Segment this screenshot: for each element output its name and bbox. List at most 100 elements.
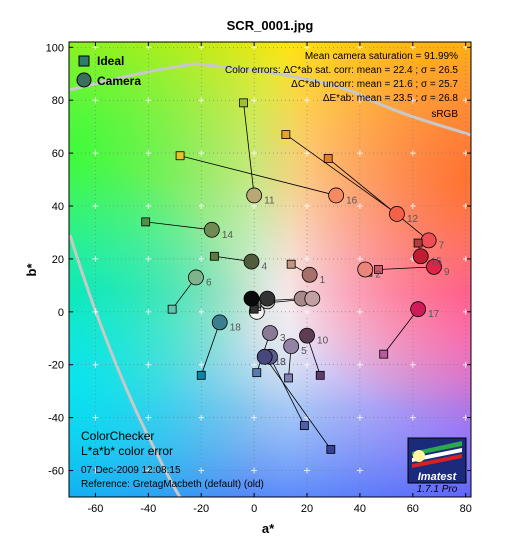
patch-label: 14 xyxy=(222,230,234,241)
ideal-marker xyxy=(167,304,177,314)
grid-plus-mark xyxy=(251,203,258,210)
patch-label: 15 xyxy=(431,256,443,267)
stat-delta-e: ΔE*ab: mean = 23.5 ; σ = 26.8 xyxy=(323,93,459,104)
y-tick-label: 20 xyxy=(52,254,64,266)
grid-plus-mark xyxy=(356,203,363,210)
camera-marker xyxy=(188,269,204,286)
camera-marker xyxy=(203,221,220,238)
camera-marker xyxy=(357,261,374,278)
grid-plus-mark xyxy=(356,308,363,315)
grid-plus-mark xyxy=(198,414,205,421)
grid-plus-mark xyxy=(304,97,311,104)
grid-plus-mark xyxy=(92,255,99,262)
patch-label: 9 xyxy=(444,267,450,278)
y-tick-label: 60 xyxy=(52,148,64,160)
grid-plus-mark xyxy=(304,467,311,474)
x-tick-label: 40 xyxy=(354,503,366,515)
patch-label: 10 xyxy=(317,336,329,347)
y-tick-label: -40 xyxy=(48,413,64,425)
grid-plus-mark xyxy=(145,308,152,315)
patch-label: 13 xyxy=(275,357,287,368)
logo-brand: Imatest xyxy=(418,471,458,483)
patch-label: 7 xyxy=(439,240,445,251)
x-tick-label: 60 xyxy=(407,503,419,515)
camera-marker xyxy=(259,290,276,307)
y-axis-label: b* xyxy=(24,263,39,277)
legend-ideal-label: Ideal xyxy=(97,54,124,68)
grid-plus-mark xyxy=(92,414,99,421)
grid-plus-mark xyxy=(145,150,152,157)
ideal-marker xyxy=(239,98,248,108)
grid-plus-mark xyxy=(145,97,152,104)
x-tick-label: 0 xyxy=(251,503,257,515)
ideal-marker xyxy=(286,259,296,269)
grid-plus-mark xyxy=(356,255,363,262)
ideal-marker xyxy=(379,349,389,359)
grid-plus-mark xyxy=(356,467,363,474)
ideal-marker xyxy=(252,368,262,378)
plot-frame xyxy=(68,41,472,498)
camera-marker xyxy=(243,253,260,270)
chart-title: SCR_0001.jpg xyxy=(227,18,314,33)
error-line xyxy=(285,134,398,215)
grid-plus-mark xyxy=(198,255,205,262)
legend-camera-label: Camera xyxy=(97,74,141,88)
grid-plus-mark xyxy=(409,361,416,368)
error-line xyxy=(269,356,305,426)
camera-marker xyxy=(283,338,300,355)
camera-marker xyxy=(256,348,273,365)
grid-plus-mark xyxy=(145,467,152,474)
y-tick-label: 0 xyxy=(58,307,64,319)
x-axis-ticks: -60 -40 -20 0 20 40 60 80 xyxy=(87,42,472,515)
patch-label: 3 xyxy=(280,333,286,344)
camera-marker xyxy=(304,290,321,307)
gamut-boundary-lines xyxy=(69,62,471,497)
camera-marker xyxy=(262,325,278,341)
x-axis-label: a* xyxy=(262,521,275,536)
x-tick-label: -40 xyxy=(140,503,156,515)
grid-plus-mark xyxy=(145,414,152,421)
footer-reference: Reference: GretagMacbeth (default) (old) xyxy=(81,479,264,490)
grid-plus-mark xyxy=(304,150,311,157)
error-line xyxy=(145,221,212,231)
patch-label: 16 xyxy=(346,195,358,206)
camera-marker xyxy=(412,248,429,265)
ideal-marker xyxy=(284,373,293,383)
x-tick-label: -20 xyxy=(193,503,209,515)
y-tick-label: -60 xyxy=(48,466,64,478)
grid-plus-mark xyxy=(251,150,258,157)
stats-panel: Mean camera saturation = 91.99% Color er… xyxy=(225,51,458,120)
patch-markers xyxy=(141,98,442,454)
ideal-marker xyxy=(210,251,219,261)
grid-plus-mark xyxy=(198,203,205,210)
grid-plus-mark xyxy=(92,308,99,315)
legend-ideal-marker xyxy=(78,55,90,67)
ideal-marker xyxy=(374,265,383,274)
patch-label: 17 xyxy=(428,309,440,320)
legend-camera-marker xyxy=(76,72,92,88)
footer-title: ColorChecker xyxy=(81,429,154,443)
grid-plus-mark xyxy=(356,361,363,368)
footer-info: ColorChecker L*a*b* color error 07-Dec-2… xyxy=(81,429,264,490)
camera-marker xyxy=(420,232,437,249)
error-line xyxy=(383,308,419,355)
camera-marker xyxy=(243,290,260,307)
ideal-marker xyxy=(326,444,336,454)
camera-marker xyxy=(299,327,315,344)
patch-label: 18 xyxy=(230,322,242,333)
grid-plus-mark xyxy=(251,361,258,368)
grid-plus-mark xyxy=(304,361,311,368)
x-tick-label: -60 xyxy=(87,503,103,515)
patch-label: 11 xyxy=(264,195,275,206)
ideal-marker xyxy=(413,238,423,248)
grid-plus-mark xyxy=(251,97,258,104)
grid-plus-mark xyxy=(198,308,205,315)
error-line xyxy=(378,266,434,270)
legend: Ideal Camera xyxy=(76,54,141,88)
grid-plus-mark xyxy=(356,150,363,157)
y-tick-label: -20 xyxy=(48,360,64,372)
grid-plus-mark xyxy=(409,97,416,104)
grid-plus-mark xyxy=(92,150,99,157)
y-tick-label: 40 xyxy=(52,201,64,213)
